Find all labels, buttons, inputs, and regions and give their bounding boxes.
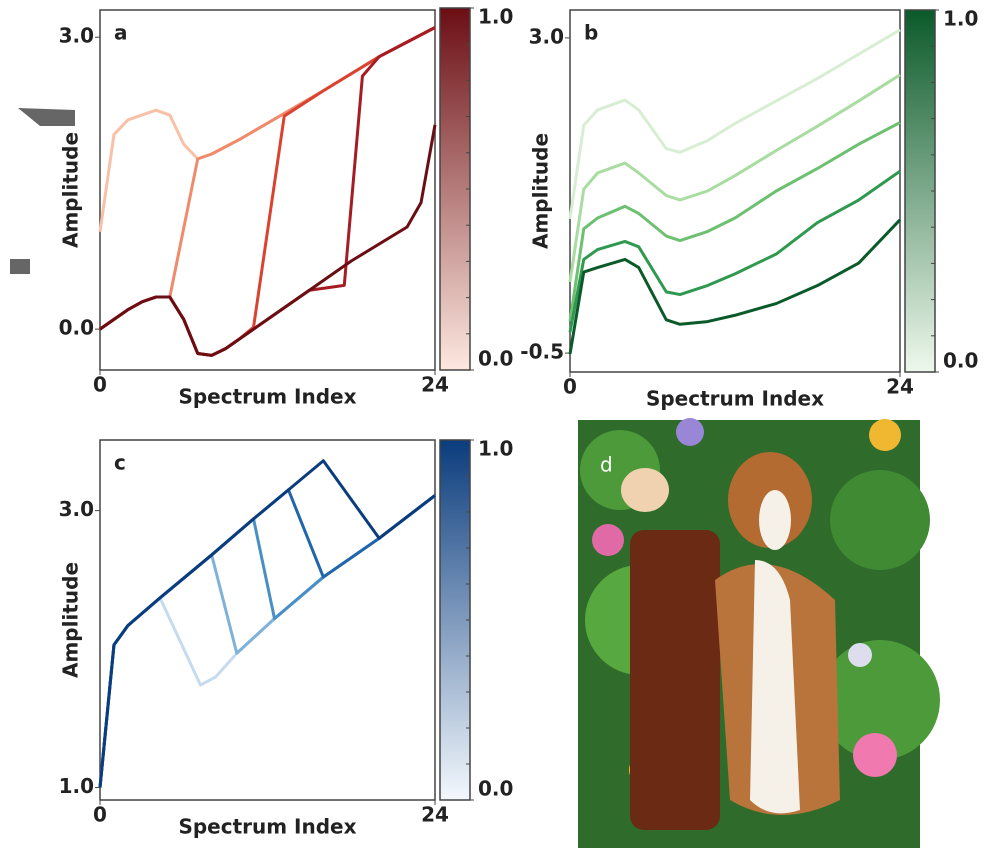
x-axis-title: Spectrum Index [178,385,356,409]
colorbar [905,10,935,372]
line-series [100,28,435,356]
y-axis-title: Amplitude [59,562,83,678]
y-tick-label: 0.0 [59,316,94,340]
panel-label: a [114,21,128,45]
x-tick-label: 0 [93,373,107,397]
x-tick-label: 24 [421,803,449,827]
decoration [10,259,30,274]
colorbar-tick-label: 0.0 [943,349,978,373]
x-tick-label: 24 [421,373,449,397]
colorbar-tick-label: 1.0 [943,7,978,31]
colorbar-tick-label: 1.0 [478,5,513,29]
colorbar-tick-label: 1.0 [478,437,513,461]
colorbar-tick-label: 0.0 [478,347,513,371]
line-series [570,123,900,322]
x-tick-label: 0 [93,803,107,827]
line-series [100,495,435,787]
line-series [100,495,435,787]
line-series [570,220,900,354]
colorbar-tick-label: 0.0 [478,777,513,801]
y-tick-label: 3.0 [529,24,564,48]
line-series [100,28,435,330]
y-tick-label: -0.5 [520,340,564,364]
painting [578,418,940,848]
x-axis-title: Spectrum Index [178,815,356,839]
y-tick-label: 3.0 [59,24,94,48]
panel-label: d [600,453,613,477]
y-axis-title: Amplitude [529,133,553,249]
figure: a 0.0 3.0 0 24 Spectrum Index Amplitude 0.0 1.0 b… [0,0,986,849]
line-series [570,30,900,219]
line-series [100,28,435,356]
x-axis-title: Spectrum Index [646,387,824,411]
colorbar [440,8,470,370]
y-tick-label: 1.0 [59,774,94,798]
line-series [100,495,435,787]
x-tick-label: 0 [563,375,577,399]
plot-frame [570,10,900,372]
line-series [570,171,900,332]
y-axis-title: Amplitude [59,132,83,248]
line-series [570,75,900,282]
y-tick-label: 3.0 [59,497,94,521]
line-series [100,28,435,232]
plot-frame [100,10,435,370]
decoration [18,108,75,126]
panel-label: b [584,21,598,45]
x-tick-label: 24 [886,375,914,399]
plot-frame [100,440,435,800]
colorbar [440,440,470,800]
panel-label: c [114,451,126,475]
